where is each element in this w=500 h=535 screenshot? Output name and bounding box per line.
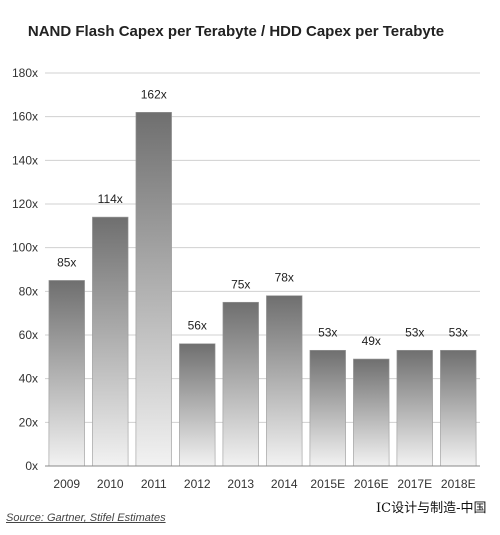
x-tick-label: 2010 [97,477,124,491]
source-note: Source: Gartner, Stifel Estimates [6,512,166,524]
bar-2016E [353,358,390,467]
bar-2014 [266,295,303,467]
y-tick-label: 140x [12,153,38,167]
x-tick-label: 2015E [310,477,345,491]
y-tick-label: 160x [12,110,38,124]
bar-2010 [92,216,129,467]
x-tick-label: 2011 [141,477,167,491]
bar-2009 [48,280,85,467]
data-labels: 85x 114x 162x 56x 75x 78x 53x 49x 53x 53x [57,87,468,348]
data-label: 78x [275,271,294,285]
data-label: 53x [449,325,468,339]
watermark: IC设计与制造-中国 [376,501,487,516]
y-tick-label: 20x [19,415,38,429]
y-tick-label: 180x [12,66,38,80]
x-tick-label: 2018E [441,477,476,491]
data-label: 75x [231,277,250,291]
bar-2018E [440,349,477,467]
data-label: 114x [98,192,123,206]
data-label: 85x [57,255,76,269]
chart-title: NAND Flash Capex per Terabyte / HDD Cape… [28,23,444,40]
bar-2013 [222,301,259,467]
y-tick-label: 100x [12,241,38,255]
x-tick-label: 2013 [227,477,254,491]
y-axis-ticks: 0x 20x 40x 60x 80x 100x 120x 140x 160x 180x [12,66,38,473]
x-tick-label: 2017E [397,477,432,491]
y-tick-label: 120x [12,197,38,211]
y-tick-label: 0x [25,459,38,473]
data-label: 162x [141,87,167,101]
bar-2017E [396,349,433,467]
x-tick-label: 2016E [354,477,389,491]
data-label: 53x [405,325,424,339]
bar-2011 [135,112,172,467]
bars [48,112,477,467]
x-axis-ticks: 2009 2010 2011 2012 2013 2014 2015E 2016E 2017E 2… [53,477,475,491]
x-tick-label: 2014 [271,477,298,491]
data-label: 49x [362,334,381,348]
bar-2012 [179,343,216,467]
data-label: 56x [188,319,207,333]
x-tick-label: 2012 [184,477,211,491]
y-tick-label: 80x [19,284,38,298]
y-tick-label: 40x [19,372,38,386]
bar-2015E [309,349,346,467]
x-tick-label: 2009 [53,477,80,491]
y-tick-label: 60x [19,328,38,342]
data-label: 53x [318,325,337,339]
